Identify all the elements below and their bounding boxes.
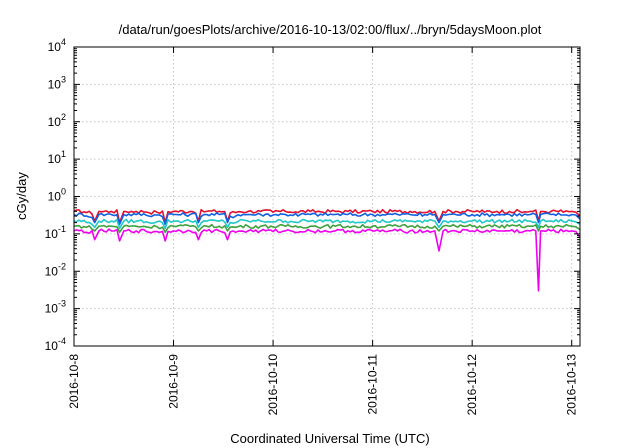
y-tick-label: 10-2 (45, 261, 66, 278)
y-tick-label: 103 (48, 74, 66, 91)
chart-title: /data/run/goesPlots/archive/2016-10-13/0… (119, 22, 542, 37)
x-tick-label: 2016-10-12 (465, 354, 479, 416)
y-tick-label: 102 (48, 112, 66, 129)
x-tick-label: 2016-10-10 (266, 354, 280, 416)
y-tick-label: 10-1 (45, 224, 66, 241)
y-tick-label: 100 (48, 187, 66, 204)
series-line-4 (73, 223, 581, 234)
series-line-3 (73, 218, 581, 230)
x-tick-labels: 2016-10-8 2016-10-9 2016-10-10 2016-10-11 20… (67, 354, 579, 416)
x-axis-label: Coordinated Universal Time (UTC) (230, 431, 429, 446)
x-tick-label: 2016-10-13 (565, 354, 579, 416)
y-tick-label: 104 (48, 37, 66, 54)
series-line-5 (73, 228, 581, 292)
y-tick-label: 101 (48, 149, 66, 166)
x-tick-label: 2016-10-9 (167, 354, 181, 409)
y-axis-label: cGy/day (14, 172, 29, 220)
series-group (73, 208, 581, 292)
y-tick-label: 10-4 (45, 336, 66, 353)
y-tick-label: 10-3 (45, 299, 66, 316)
y-tick-labels: 10-4 10-3 10-2 10-1 100 101 102 103 104 (45, 37, 66, 353)
x-tick-label: 2016-10-11 (366, 354, 380, 415)
grid (74, 47, 580, 346)
series-line-2 (73, 212, 581, 226)
axis-ticks (73, 46, 580, 347)
series-line-1 (73, 208, 581, 224)
x-tick-label: 2016-10-8 (67, 354, 81, 409)
